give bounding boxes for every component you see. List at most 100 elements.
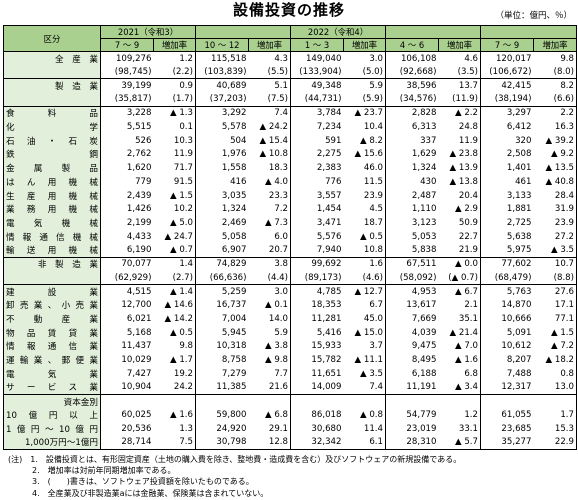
row-label: 情報通信業	[3, 339, 101, 354]
cell-growth: 23.3	[248, 188, 291, 203]
cell-growth: ▲ 40.8	[533, 174, 577, 189]
cell-amount: 7,279	[221, 368, 247, 379]
cell-growth: ▲ 7.0	[438, 339, 481, 354]
row-label: 生産用機械	[3, 188, 101, 203]
cell-amount: 6,190	[126, 245, 152, 256]
cell-growth: ▲ 11.1	[343, 353, 386, 368]
cell-amount: 28,714	[100, 435, 154, 450]
cell-amount: 5,763	[480, 284, 534, 299]
cell-amount: 1,629	[411, 149, 437, 160]
row-label: 化学	[3, 120, 101, 134]
cell-amount: 3,035	[221, 190, 247, 201]
table-row: 全 産 業 109,276 1.2 115,518 4.3 149,040 3.0 106,1…	[3, 51, 577, 66]
row-label: 情報通信機械	[3, 229, 101, 244]
cell-amount: 320	[515, 135, 532, 146]
cell-amount: 2,199	[126, 217, 152, 228]
cell-growth: ▲ 1.6	[153, 408, 196, 422]
row-label-text: 金属製品	[6, 164, 98, 175]
cell-growth: 5.9	[248, 325, 291, 340]
cell-growth: 3.0	[343, 51, 386, 66]
header-category: 区分	[3, 25, 101, 52]
cell-growth: 12.8	[248, 435, 291, 450]
cell-amount: (62,929)	[114, 272, 152, 283]
cell-amount: 14,870	[501, 300, 532, 311]
table-row: 情報通信機械 4,433 ▲ 24.7 5,058 6.0 5,576 ▲ 0.5 5,053…	[3, 229, 577, 244]
cell-growth: 3.0	[248, 284, 291, 299]
table-row: はん用機械 779 91.5 416 ▲ 4.0 776 11.5 430 ▲ 13.8 461 ▲…	[3, 174, 577, 189]
cell-growth: 23.9	[343, 188, 386, 203]
cell-growth: 33.1	[438, 421, 481, 436]
cell-amount: 8,207	[506, 355, 532, 366]
cell-amount: 1,110	[411, 204, 437, 215]
cell-growth: ▲ 0.1	[248, 298, 291, 313]
row-label: 1億円～10億円	[3, 421, 101, 436]
cell-growth: 20.4	[438, 188, 481, 203]
cell-amount: 3,292	[195, 105, 249, 121]
cell-growth: ▲ 2.2	[438, 105, 481, 121]
cell-growth: (8.0)	[533, 65, 577, 79]
cell-amount: 6,188	[411, 368, 437, 379]
cell-amount: 20,536	[121, 423, 152, 434]
cell-amount: 11,651	[311, 368, 342, 379]
row-label-text: 1,000万円～1億円	[24, 438, 98, 449]
cell-amount: 2,762	[126, 149, 152, 160]
row-label-text: 運輸業、郵便業	[6, 356, 98, 367]
row-label-text: 情報通信業	[6, 342, 98, 353]
cell-growth	[343, 393, 386, 409]
footnote-4: 4. 全産業及び非製造業aには金融業、保険業は含まれていない。	[8, 488, 269, 498]
cell-amount: 1,401	[506, 163, 532, 174]
row-label: 金属製品	[3, 161, 101, 175]
row-label: 不動産業	[3, 312, 101, 326]
cell-amount: 23,685	[501, 423, 532, 434]
cell-growth: ▲ 7.3	[248, 216, 291, 230]
cell-amount: 99,692	[290, 256, 344, 271]
cell-growth: (2.7)	[153, 271, 196, 285]
cell-amount: 35,277	[480, 435, 534, 450]
cell-amount: 1,454	[316, 204, 342, 215]
header-growth-rate: 増加率	[438, 38, 481, 52]
cell-growth: ▲ 2.9	[438, 202, 481, 217]
cell-amount: 5,638	[506, 231, 532, 242]
cell-amount: 461	[515, 176, 532, 187]
cell-amount: 5,515	[126, 121, 152, 132]
row-label: 鉄鋼	[3, 147, 101, 162]
table-row: 電気業 7,427 19.2 7,279 7.7 11,651 ▲ 3.5 6,188 6.8 7…	[3, 367, 577, 381]
cell-growth: 77.1	[533, 312, 577, 326]
cell-growth	[533, 393, 577, 409]
cell-growth: 21.6	[248, 380, 291, 395]
cell-growth: ▲ 0.0	[438, 256, 481, 271]
page-title: 設備投資の推移	[232, 1, 345, 19]
cell-amount: 149,040	[305, 53, 342, 64]
row-label-text: 1億円～10億円	[6, 424, 98, 435]
cell-amount	[385, 393, 439, 409]
cell-growth: ▲ 8.2	[343, 133, 386, 148]
cell-growth: (4.6)	[343, 271, 386, 285]
cell-amount: (92,668)	[399, 66, 437, 77]
cell-growth: 24.8	[438, 120, 481, 134]
cell-growth: 45.0	[343, 312, 386, 326]
cell-growth: ▲ 24.2	[248, 120, 291, 134]
cell-growth: (1.7)	[153, 92, 196, 107]
row-label-text: 製 造 業	[55, 82, 98, 93]
unit-note: （単位：億円、％）	[495, 11, 572, 21]
cell-growth: ▲ 15.6	[343, 147, 386, 162]
cell-amount: 10,612	[501, 341, 532, 352]
cell-amount: 5,838	[411, 245, 437, 256]
cell-growth: 13.7	[438, 78, 481, 93]
cell-amount: 3,297	[480, 105, 534, 121]
cell-amount: 10,666	[501, 314, 532, 325]
cell-growth: 22.7	[438, 229, 481, 244]
cell-amount: 591	[325, 135, 342, 146]
cell-growth: 3.7	[343, 339, 386, 354]
cell-amount: 11,281	[311, 314, 342, 325]
header-quarter: 4 ～ 6	[385, 38, 439, 52]
cell-growth: ▲ 5.0	[153, 216, 196, 230]
cell-growth: 21.9	[438, 243, 481, 258]
cell-growth: 46.0	[343, 161, 386, 175]
cell-growth: (4.4)	[248, 271, 291, 285]
cell-growth: (▲ 0.7)	[438, 271, 481, 285]
cell-amount	[480, 393, 534, 409]
row-label-text: 輸送用機械	[6, 246, 98, 257]
cell-growth: 7.4	[343, 380, 386, 395]
cell-amount: 15,782	[311, 355, 342, 366]
